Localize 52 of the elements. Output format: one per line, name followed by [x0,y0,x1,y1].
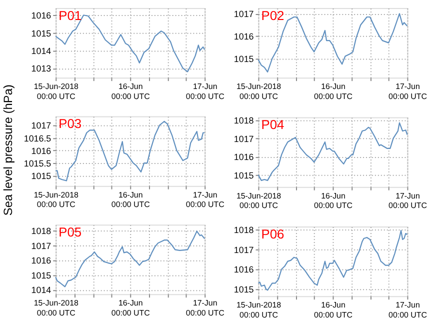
x-tick-label: 15-Jun-2018 00:00 UTC [236,191,282,210]
y-tick-label: 1016 [31,256,52,266]
x-tick-label: 17-Jun 00:00 UTC [388,82,428,101]
y-tick-label: 1016 [234,32,254,42]
x-tick-label: 16-Jun 00:00 UTC [314,191,353,210]
y-tick-label: 1017 [234,244,254,255]
y-tick-label: 1018 [234,116,254,126]
x-tick-label: 16-Jun 00:00 UTC [314,300,353,320]
x-tick-label: 15-Jun-2018 00:00 UTC [236,82,282,101]
x-tick-label: 17-Jun 00:00 UTC [186,82,225,101]
y-tick-label: 1016.5 [24,133,52,144]
y-tick-label: 1015 [234,284,254,295]
y-tick-label: 1015.5 [24,158,52,169]
chart-title: P04 [261,117,284,132]
y-axis-title: Sea level pressure (hPa) [0,84,15,216]
y-tick-label: 1015 [234,170,254,180]
y-tick-label: 1015 [31,28,52,38]
y-tick-label: 1016 [234,264,254,275]
y-tick-label: 1018 [31,226,52,236]
chart-title: P06 [261,226,284,242]
line-series [55,120,206,182]
x-tick-label: 15-Jun-2018 00:00 UTC [34,82,79,101]
x-tick-label: 16-Jun 00:00 UTC [111,298,150,318]
chart-title: P03 [58,116,82,132]
chart-title: P02 [261,8,284,23]
x-tick-label: 15-Jun-2018 00:00 UTC [34,298,79,318]
x-tick-label: 15-Jun-2018 00:00 UTC [236,300,282,320]
chart-title: P01 [58,8,82,23]
y-tick-label: 1017 [234,9,254,20]
y-tick-label: 1015 [31,171,52,182]
y-tick-label: 1018 [234,225,254,236]
x-tick-label: 17-Jun 00:00 UTC [186,190,225,210]
chart-title: P05 [58,224,82,240]
y-tick-label: 1016 [31,10,52,21]
y-tick-label: 1013 [31,64,52,74]
x-tick-label: 17-Jun 00:00 UTC [388,191,428,210]
x-tick-label: 17-Jun 00:00 UTC [186,298,225,318]
x-tick-label: 16-Jun 00:00 UTC [111,190,150,210]
y-tick-label: 1017 [31,120,52,131]
x-tick-label: 15-Jun-2018 00:00 UTC [34,190,79,210]
y-tick-label: 1014 [31,285,52,296]
y-tick-label: 1015 [234,54,254,64]
y-tick-label: 1017 [234,134,254,144]
y-tick-label: 1017 [31,240,52,251]
line-series [258,13,408,73]
y-tick-label: 1015 [31,270,52,280]
y-tick-label: 1016 [31,146,52,156]
x-tick-label: 17-Jun 00:00 UTC [388,300,428,320]
x-tick-label: 16-Jun 00:00 UTC [111,82,150,101]
x-tick-label: 16-Jun 00:00 UTC [314,82,353,101]
y-tick-label: 1014 [31,46,52,56]
y-tick-label: 1016 [234,152,254,162]
